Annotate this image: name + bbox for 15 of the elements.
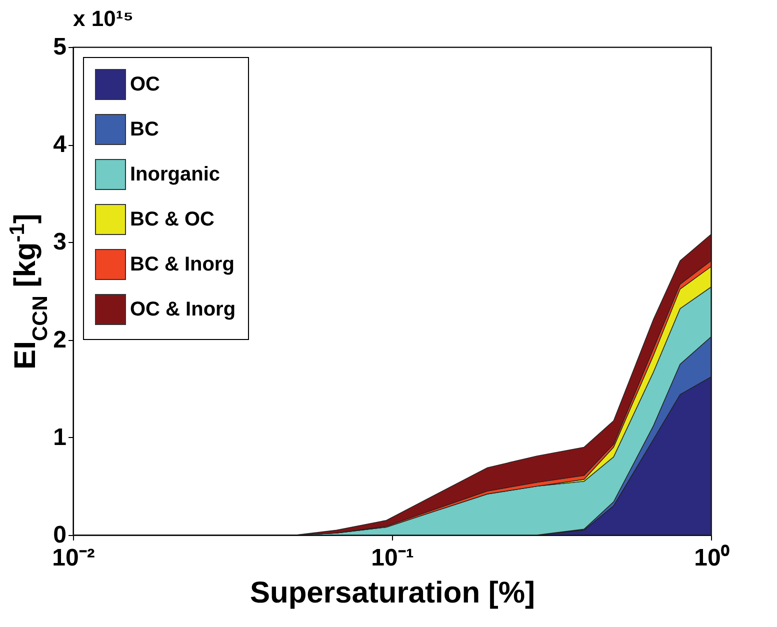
y-tick-label: 4 bbox=[53, 131, 68, 158]
legend-label: BC & OC bbox=[130, 208, 214, 230]
x-tick-label: 10⁻¹ bbox=[371, 544, 414, 572]
y-tick-label: 3 bbox=[53, 228, 66, 256]
legend-label: BC bbox=[130, 118, 159, 140]
legend-label: Inorganic bbox=[130, 164, 220, 186]
y-tick-label: 1 bbox=[53, 424, 66, 451]
text: x 10¹⁵ bbox=[73, 6, 134, 31]
x-tick-label: 10⁰ bbox=[694, 544, 730, 572]
y-tick-label: 5 bbox=[53, 34, 66, 60]
legend-label: BC & Inorg bbox=[130, 254, 234, 276]
y-tick-label: 2 bbox=[53, 326, 66, 354]
legend-label: OC bbox=[130, 74, 160, 96]
legend-label: OC & Inorg bbox=[130, 298, 236, 320]
x-axis-title: Supersaturation [%] bbox=[250, 576, 536, 610]
